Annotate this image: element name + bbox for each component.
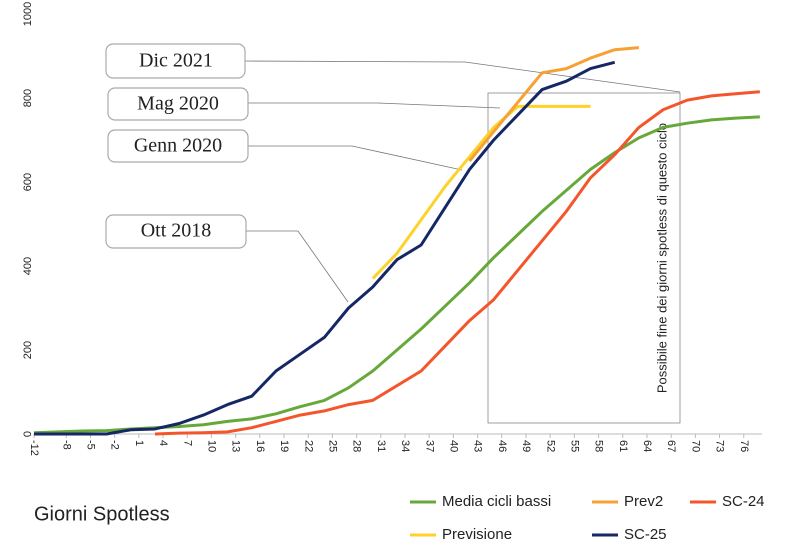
annotation-boxes xyxy=(105,43,249,249)
annotation-box xyxy=(105,214,247,249)
annotation: Ott 2018 xyxy=(141,220,212,242)
y-tick-label: 200 xyxy=(22,341,34,359)
y-tick-label: 400 xyxy=(22,257,34,275)
series-line xyxy=(468,46,640,162)
x-tick-label: 19 xyxy=(278,440,290,452)
x-tick-label: 70 xyxy=(689,440,701,452)
x-tick-label: 76 xyxy=(738,440,750,452)
y-tick-label: 0 xyxy=(22,431,34,437)
x-tick-label: 55 xyxy=(568,440,580,452)
x-tick-label: 73 xyxy=(714,440,726,452)
x-tick-label: 61 xyxy=(617,440,629,452)
x-tick-label: 7 xyxy=(181,440,193,446)
leader-line xyxy=(248,102,501,109)
x-tick-label: 28 xyxy=(351,440,363,452)
y-tick-label: 1000 xyxy=(22,2,34,26)
x-tick-label: 52 xyxy=(544,440,556,452)
x-tick-label: -5 xyxy=(85,440,97,450)
x-tick-label: 34 xyxy=(399,440,411,452)
x-tick-label: 58 xyxy=(593,440,605,452)
annotation: Genn 2020 xyxy=(134,135,222,157)
x-tick-label: 64 xyxy=(641,440,653,452)
x-tick-label: 13 xyxy=(230,440,242,452)
series-line xyxy=(154,90,760,436)
x-tick-label: 37 xyxy=(423,440,435,452)
y-tick-label: 800 xyxy=(22,89,34,107)
x-tick-label: 40 xyxy=(447,440,459,452)
x-tick-label: -8 xyxy=(60,440,72,450)
annotation-box xyxy=(107,129,249,163)
annotation: Mag 2020 xyxy=(137,93,219,115)
x-tick-label: -12 xyxy=(28,440,40,456)
x-tick-label: 25 xyxy=(327,440,339,452)
x-tick-label: 16 xyxy=(254,440,266,452)
leader-lines xyxy=(244,60,681,424)
annotation-box xyxy=(107,87,249,121)
legend-label: Media cicli bassi xyxy=(442,493,551,510)
series-line xyxy=(371,104,591,280)
legend-label: SC-25 xyxy=(624,526,667,543)
leader-line xyxy=(248,145,463,171)
x-tick-label: 4 xyxy=(157,440,169,446)
legend-label: Prev2 xyxy=(624,493,663,510)
chart-title: Giorni Spotless xyxy=(34,503,170,525)
x-tick-label: 67 xyxy=(665,440,677,452)
x-tick-label: 31 xyxy=(375,440,387,452)
region-box xyxy=(487,92,681,424)
x-tick-label: 22 xyxy=(302,440,314,452)
x-tick-label: 43 xyxy=(472,440,484,452)
region-note: Possibile fine dei giorni spotless di qu… xyxy=(654,123,669,393)
leader-line xyxy=(246,230,349,303)
annotation: Dic 2021 xyxy=(139,50,213,72)
x-tick-label: -2 xyxy=(109,440,121,450)
x-tick-label: 46 xyxy=(496,440,508,452)
y-tick-label: 600 xyxy=(22,173,34,191)
x-tick-label: 10 xyxy=(206,440,218,452)
legend-label: Previsione xyxy=(442,526,512,543)
leader-line xyxy=(244,60,681,93)
x-tick-label: 1 xyxy=(133,440,145,446)
annotation-box xyxy=(105,43,246,79)
x-tick-label: 49 xyxy=(520,440,532,452)
series-line xyxy=(34,60,616,436)
legend-label: SC-24 xyxy=(722,493,765,510)
